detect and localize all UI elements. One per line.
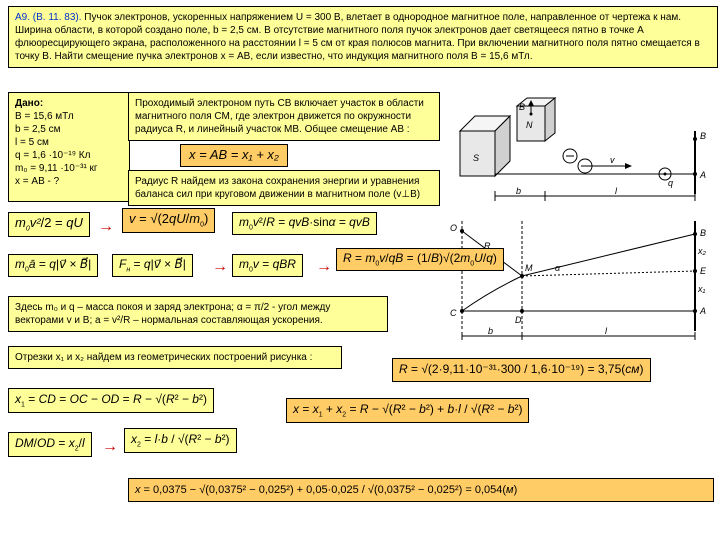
arrow-icon: → (212, 258, 228, 276)
svg-text:x₁: x₁ (697, 284, 706, 294)
svg-text:q: q (668, 178, 673, 188)
formula-ab: x = AB = x₁ + x₂ (180, 144, 288, 167)
svg-text:S: S (473, 153, 479, 163)
svg-text:x₂: x₂ (697, 246, 707, 256)
formula-mv: m0v = qBR (232, 254, 303, 277)
svg-text:l: l (615, 186, 618, 196)
svg-text:E: E (700, 266, 707, 276)
solution-p2: Радиус R найдем из закона сохранения эне… (128, 170, 440, 206)
svg-text:A: A (699, 170, 706, 180)
svg-text:v: v (610, 155, 615, 165)
problem-text: Пучок электронов, ускоренных напряжением… (15, 12, 700, 62)
formula-v: v = √(2qU/m0) (122, 208, 215, 233)
svg-text:N: N (526, 120, 533, 130)
svg-text:b: b (488, 326, 493, 336)
formula-Fn: Fн = q|v⃗ × B⃗| (112, 254, 193, 277)
diagram-geometry: C O M D A B E R α x₂ x₁ b l (440, 216, 710, 346)
arrow-icon: → (102, 438, 118, 456)
given-box: Дано: В = 15,6 мТл b = 2,5 см l = 5 см q… (8, 92, 130, 202)
formula-ab-text: x = AB = x₁ + x₂ (189, 147, 279, 162)
svg-text:B: B (519, 102, 525, 112)
given-B: В = 15,6 мТл (15, 111, 74, 122)
svg-text:l: l (605, 326, 608, 336)
formula-xnum: x = 0,0375 − √(0,0375² − 0,025²) + 0,05·… (128, 478, 714, 502)
svg-text:A: A (699, 306, 706, 316)
solution-p3-text: Здесь m₀ и q – масса покоя и заряд элект… (15, 302, 330, 326)
svg-text:O: O (450, 223, 457, 233)
problem-title: А9. (В. 11. 83). (15, 12, 82, 23)
formula-x1: x1 = CD = OC − OD = R − √(R² − b²) (8, 388, 214, 413)
given-b: b = 2,5 см (15, 124, 61, 135)
given-q: q = 1,6 ·10⁻¹⁹ Кл (15, 150, 90, 161)
given-header: Дано: (15, 98, 43, 109)
formula-force: m0v²/R = qvB·sinα = qvB (232, 212, 377, 235)
formula-x: x = x1 + x2 = R − √(R² − b²) + b·l / √(R… (286, 398, 529, 423)
solution-p4-text: Отрезки x₁ и x₂ найдем из геометрических… (15, 352, 312, 363)
svg-text:b: b (516, 186, 521, 196)
arrow-icon: → (316, 258, 332, 276)
given-x: x = АВ - ? (15, 176, 59, 187)
formula-Rnum: R = √(2·9,11·10⁻³¹·300 / 1,6·10⁻¹⁹) = 3,… (392, 358, 651, 382)
solution-p3: Здесь m₀ и q – масса покоя и заряд элект… (8, 296, 388, 332)
arrow-icon: → (98, 218, 114, 236)
formula-x2: x2 = l·b / √(R² − b²) (124, 428, 237, 453)
formula-R: R = m0v/qB = (1/B)√(2m0U/q) (336, 248, 504, 271)
solution-p1-text: Проходимый электроном путь СВ включает у… (135, 98, 424, 135)
formula-energy: m0v²/2 = qU (8, 212, 90, 237)
svg-text:C: C (450, 308, 457, 318)
svg-text:B: B (700, 131, 706, 141)
solution-p4: Отрезки x₁ и x₂ найдем из геометрических… (8, 346, 342, 369)
svg-text:α: α (555, 263, 561, 273)
given-l: l = 5 см (15, 137, 49, 148)
problem-box: А9. (В. 11. 83). Пучок электронов, ускор… (8, 6, 718, 68)
formula-DM: DM/OD = x2/l (8, 432, 92, 457)
formula-ma: m0ā = q|v⃗ × B⃗| (8, 254, 98, 277)
solution-p2-text: Радиус R найдем из закона сохранения эне… (135, 176, 420, 200)
svg-text:D: D (515, 315, 522, 325)
solution-p1: Проходимый электроном путь СВ включает у… (128, 92, 440, 141)
svg-text:B: B (700, 228, 706, 238)
given-m0: m₀ = 9,11 ·10⁻³¹ кг (15, 163, 98, 174)
diagram-3d: S N B v q A B b l (440, 96, 710, 206)
svg-text:M: M (525, 263, 533, 273)
